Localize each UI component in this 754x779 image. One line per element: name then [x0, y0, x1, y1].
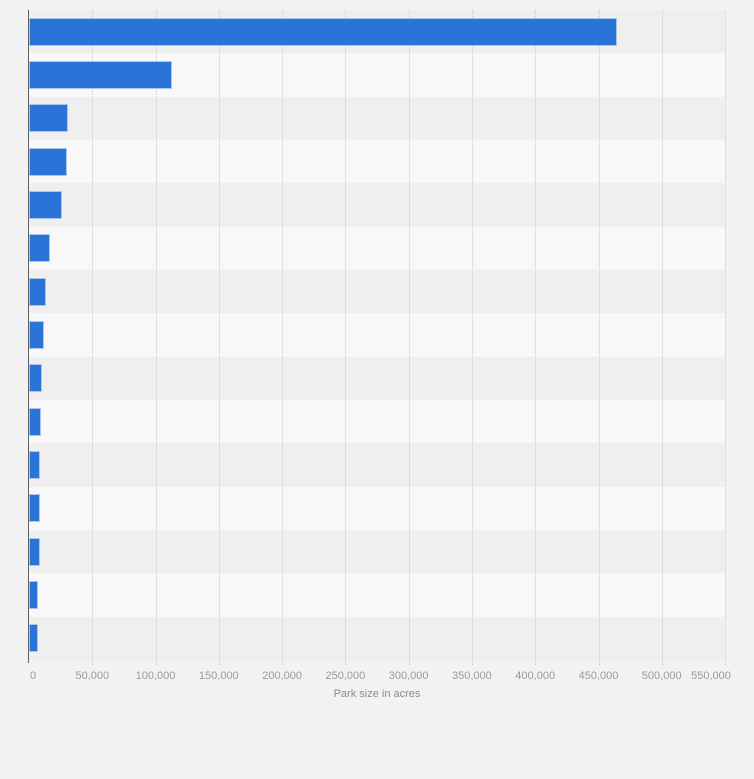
gridline	[535, 10, 537, 665]
gridline	[408, 10, 410, 665]
bar-row-15[interactable]	[29, 624, 38, 653]
gridline	[661, 10, 663, 665]
x-tick-label: 200,000	[262, 670, 302, 682]
bar-row-9[interactable]	[29, 364, 42, 393]
row-stripe	[29, 269, 725, 314]
bar-row-3[interactable]	[29, 104, 68, 133]
row-stripe	[29, 616, 725, 660]
gridline	[92, 10, 94, 665]
row-stripe	[29, 443, 725, 487]
gridline	[218, 10, 220, 665]
bar-row-2[interactable]	[29, 60, 172, 89]
row-stripe	[29, 96, 725, 140]
bar-row-12[interactable]	[29, 494, 41, 523]
gridline	[282, 10, 284, 665]
row-stripe	[29, 356, 725, 400]
gridline	[598, 10, 600, 665]
gridline	[345, 10, 347, 665]
bar-row-4[interactable]	[29, 147, 68, 176]
x-tick-label: 500,000	[641, 670, 682, 682]
row-stripe	[29, 139, 725, 184]
row-stripe	[29, 529, 725, 574]
bar-row-10[interactable]	[29, 407, 41, 436]
bar-row-13[interactable]	[29, 537, 40, 566]
bar-row-11[interactable]	[29, 450, 41, 479]
bar-row-1[interactable]	[29, 17, 617, 46]
y-axis-line	[28, 10, 29, 663]
row-stripe	[29, 313, 725, 357]
bar-row-6[interactable]	[29, 234, 50, 263]
x-tick-label: 450,000	[578, 670, 619, 682]
x-tick-label: 300,000	[388, 670, 429, 682]
x-tick-label: 100,000	[135, 670, 176, 682]
x-tick-label: 250,000	[325, 670, 366, 682]
x-tick-label: 0	[29, 670, 37, 682]
row-stripe	[29, 486, 725, 530]
row-stripe	[29, 183, 725, 227]
bar-row-5[interactable]	[29, 190, 62, 219]
x-axis-title: Park size in acres	[333, 688, 421, 700]
bar-row-8[interactable]	[29, 320, 45, 349]
x-tick-label: 350,000	[452, 670, 492, 682]
gridline	[471, 10, 473, 665]
x-tick-label: 400,000	[515, 670, 556, 682]
row-stripe	[29, 226, 725, 270]
bar-row-14[interactable]	[29, 580, 39, 609]
bar-row-7[interactable]	[29, 277, 46, 306]
x-tick-label: 150,000	[198, 670, 239, 682]
row-stripe	[29, 573, 725, 617]
row-stripe	[29, 399, 725, 444]
gridline	[155, 10, 157, 665]
gridline	[725, 10, 726, 665]
x-tick-label: 50,000	[75, 670, 110, 682]
x-tick-label: 550,000	[691, 670, 731, 682]
